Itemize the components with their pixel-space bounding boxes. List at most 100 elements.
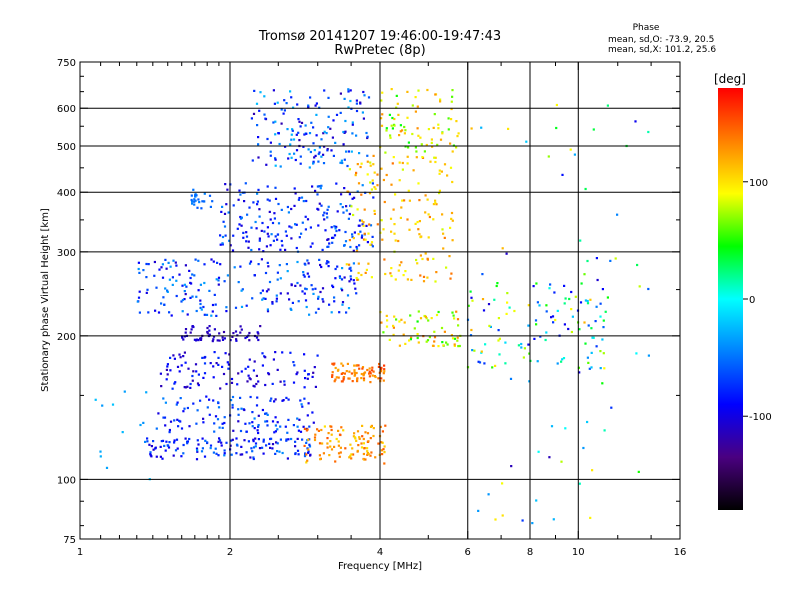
data-point (417, 228, 420, 231)
data-point (431, 145, 434, 148)
data-point (232, 332, 235, 335)
data-point (302, 145, 305, 148)
data-point (326, 216, 329, 219)
data-point (269, 150, 272, 153)
data-point (157, 412, 160, 415)
data-point (237, 281, 240, 284)
data-point (398, 320, 401, 323)
data-point (450, 211, 454, 215)
data-point (548, 287, 551, 290)
data-point (225, 441, 228, 444)
data-point (240, 407, 243, 410)
data-point (214, 303, 217, 306)
data-point (446, 343, 449, 346)
data-point (366, 432, 370, 435)
data-point (367, 232, 370, 235)
data-point (594, 320, 597, 323)
data-point (395, 318, 398, 321)
data-point (196, 449, 199, 452)
data-point (334, 378, 337, 381)
data-point (304, 299, 308, 302)
data-point (440, 170, 443, 173)
data-point (211, 200, 214, 203)
chart-subtitle: RwPretec (8p) (334, 43, 425, 58)
data-point (317, 152, 320, 156)
data-point (252, 112, 256, 115)
data-point (382, 331, 385, 334)
data-point (400, 261, 403, 264)
data-point (264, 271, 268, 275)
data-point (269, 244, 272, 247)
data-point (234, 330, 238, 333)
data-point (338, 275, 341, 278)
data-point (573, 153, 576, 156)
data-point (383, 258, 386, 261)
data-point (355, 171, 358, 174)
data-point (603, 367, 606, 370)
data-point (313, 436, 317, 439)
data-point (250, 226, 253, 229)
data-point (160, 385, 163, 388)
data-point (166, 289, 169, 292)
data-point (292, 106, 295, 109)
data-point (352, 279, 355, 282)
data-point (223, 454, 226, 457)
data-point (345, 209, 348, 212)
data-point (341, 206, 344, 209)
data-point (434, 201, 437, 205)
data-point (201, 437, 204, 440)
data-point (556, 309, 559, 312)
data-point (309, 245, 312, 248)
data-point (382, 372, 385, 375)
data-point (258, 208, 261, 211)
data-point (175, 403, 178, 406)
data-point (369, 164, 372, 167)
data-point (327, 115, 330, 118)
data-point (174, 261, 177, 264)
data-point (262, 440, 265, 443)
data-point (271, 302, 274, 305)
data-point (240, 224, 243, 227)
data-point (364, 191, 367, 194)
data-point (231, 403, 234, 407)
data-point (279, 277, 282, 280)
data-point (358, 437, 361, 440)
data-point (505, 312, 508, 315)
data-point (291, 129, 294, 132)
data-point (360, 442, 363, 445)
data-point (290, 96, 293, 99)
data-point (197, 443, 200, 446)
data-point (352, 262, 355, 265)
data-point (308, 443, 311, 446)
data-point (218, 439, 222, 442)
data-point (340, 278, 344, 281)
data-point (253, 417, 256, 420)
data-point (268, 210, 271, 213)
data-point (412, 169, 415, 172)
data-point (355, 102, 358, 105)
data-point (355, 249, 359, 252)
data-point (181, 336, 184, 339)
data-point (408, 199, 411, 202)
data-point (353, 369, 356, 372)
data-point (371, 374, 374, 377)
data-point (196, 450, 199, 453)
data-point (194, 199, 197, 202)
data-point (368, 223, 371, 226)
data-point (419, 136, 422, 139)
data-point (300, 403, 303, 406)
data-point (343, 244, 346, 247)
data-point (344, 230, 347, 234)
data-point (171, 276, 174, 279)
data-point (338, 433, 342, 436)
data-point (395, 94, 398, 97)
data-point (393, 117, 396, 121)
data-point (451, 337, 455, 340)
data-point (432, 203, 435, 206)
data-point (404, 270, 407, 273)
data-point (166, 290, 169, 293)
data-point (398, 134, 401, 137)
data-point (480, 350, 483, 353)
data-point (437, 310, 440, 314)
data-point (247, 440, 250, 443)
